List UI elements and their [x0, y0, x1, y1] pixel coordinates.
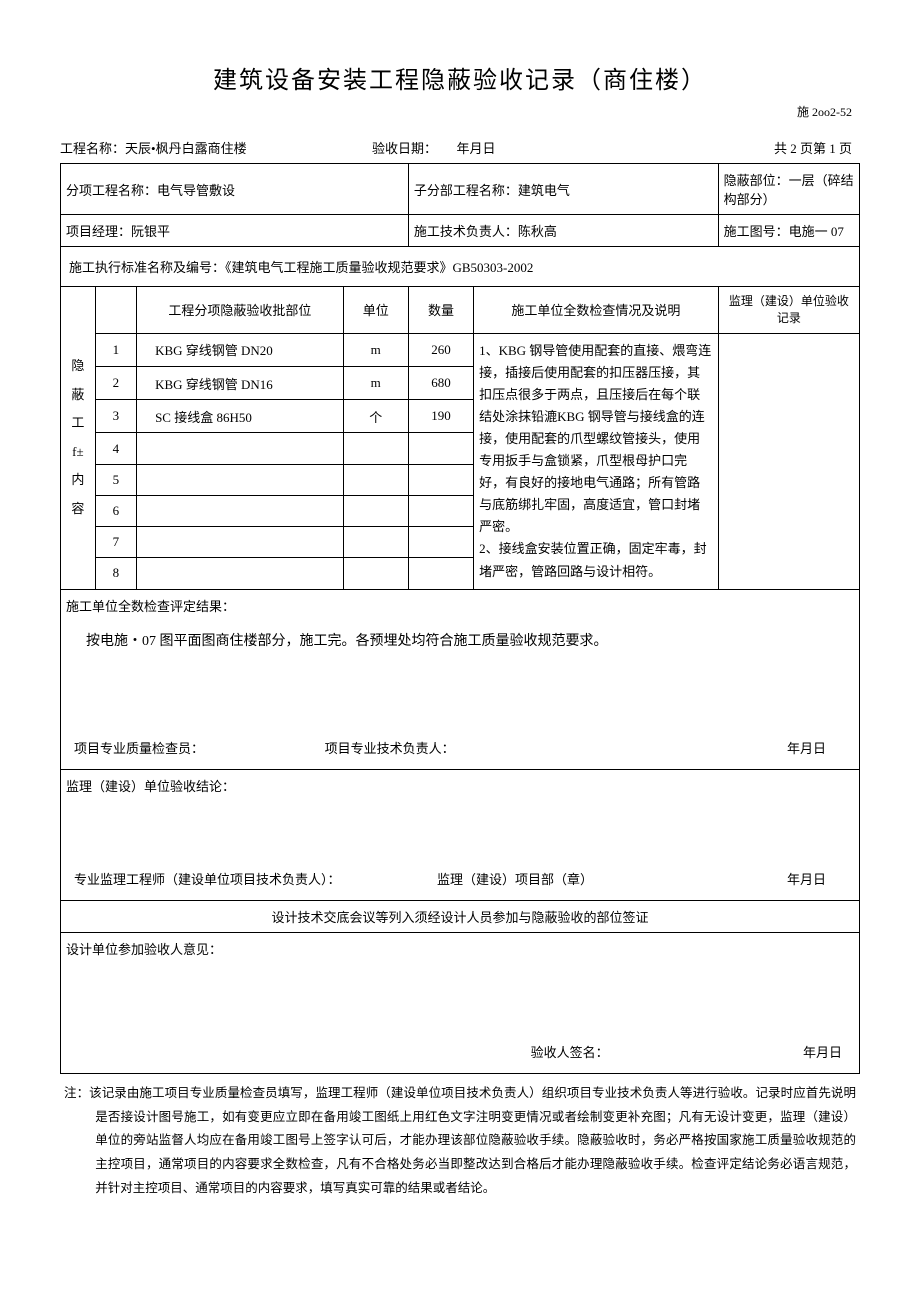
info-row-1: 分项工程名称：电气导管敷设 子分部工程名称：建筑电气 隐蔽部位：一层（碎结构部分… [61, 164, 860, 215]
col-part: 工程分项隐蔽验收批部位 [137, 287, 344, 334]
result-sig-date: 年月日 [575, 738, 846, 757]
item-no: 1 [95, 333, 136, 366]
accept-date-label: 验收日期： [372, 141, 437, 156]
item-qty [408, 495, 473, 526]
result-row: 施工单位全数检查评定结果： 按电施・07 图平面图商住楼部分，施工完。各预埋处均… [61, 589, 860, 769]
info-row-2: 项目经理：阮银平 施工技术负责人：陈秋高 施工图号：电施一 07 [61, 215, 860, 247]
design-label: 设计单位参加验收人意见： [66, 939, 854, 958]
item-name [137, 558, 344, 589]
design-sig-name: 验收人签名： [531, 1042, 739, 1061]
result-text: 按电施・07 图平面图商住楼部分，施工完。各预埋处均符合施工质量验收规范要求。 [66, 615, 854, 734]
item-name: KBG 穿线钢管 DN16 [137, 366, 344, 399]
footnotes: 注：该记录由施工项目专业质量检查员填写，监理工程师（建设单位项目技术负责人）组织… [60, 1082, 860, 1201]
item-no: 6 [95, 495, 136, 526]
pm-val: 阮银平 [131, 224, 170, 239]
design-section-title: 设计技术交底会议等列入须经设计人员参加与隐蔽验收的部位签证 [61, 900, 860, 932]
item-name: SC 接线盒 86H50 [137, 400, 344, 433]
footnotes-text: 注：该记录由施工项目专业质量检查员填写，监理工程师（建设单位项目技术负责人）组织… [64, 1082, 856, 1201]
supervise-label: 监理（建设）单位验收结论： [66, 776, 854, 795]
item-no: 3 [95, 400, 136, 433]
standard-row: 施工执行标准名称及编号：《建筑电气工程施工质量验收规范要求》GB50303-20… [61, 247, 860, 287]
item-qty [408, 464, 473, 495]
result-label: 施工单位全数检查评定结果： [66, 596, 854, 615]
item-unit: 个 [343, 400, 408, 433]
design-title-row: 设计技术交底会议等列入须经设计人员参加与隐蔽验收的部位签证 [61, 900, 860, 932]
item-qty [408, 527, 473, 558]
item-row: 1 KBG 穿线钢管 DN20 m 260 1、KBG 钢导管使用配套的直接、煨… [61, 333, 860, 366]
page-title: 建筑设备安装工程隐蔽验收记录（商住楼） [60, 60, 860, 95]
item-name: KBG 穿线钢管 DN20 [137, 333, 344, 366]
sub-division-label: 子分部工程名称： [414, 183, 518, 198]
item-no: 7 [95, 527, 136, 558]
item-unit [343, 558, 408, 589]
item-name [137, 495, 344, 526]
item-no: 2 [95, 366, 136, 399]
result-sig-inspector: 项目专业质量检查员： [74, 738, 325, 757]
item-unit [343, 464, 408, 495]
sub-division-val: 建筑电气 [518, 183, 570, 198]
pm-label: 项目经理： [66, 224, 131, 239]
accept-date: 年月日 [457, 141, 496, 156]
col-unit: 单位 [343, 287, 408, 334]
col-qty: 数量 [408, 287, 473, 334]
item-no: 8 [95, 558, 136, 589]
design-row: 设计单位参加验收人意见： 验收人签名： 年月日 [61, 932, 860, 1073]
tech-lead-val: 陈秋高 [518, 224, 557, 239]
item-name [137, 433, 344, 464]
supervise-sig-dept: 监理（建设）项目部（章） [437, 869, 696, 888]
page-info: 共 2 页第 1 页 [636, 138, 860, 157]
design-sig-date: 年月日 [738, 1042, 846, 1061]
hidden-part-label: 隐蔽部位： [724, 173, 789, 188]
side-label: 隐蔽工f±内容 [61, 287, 96, 590]
project-name: 天辰•枫丹白露商住楼 [125, 141, 247, 156]
sub-project-val: 电气导管敷设 [157, 183, 235, 198]
item-qty [408, 558, 473, 589]
item-unit [343, 433, 408, 464]
item-no: 4 [95, 433, 136, 464]
col-super: 监理（建设）单位验收记录 [718, 287, 859, 334]
form-number: 施 2oo2-52 [60, 103, 860, 120]
item-unit [343, 495, 408, 526]
item-no: 5 [95, 464, 136, 495]
sub-project-label: 分项工程名称： [66, 183, 157, 198]
item-name [137, 527, 344, 558]
item-unit: m [343, 333, 408, 366]
supervise-sig-engineer: 专业监理工程师（建设单位项目技术负责人）： [74, 869, 437, 888]
item-qty: 680 [408, 366, 473, 399]
drawing-no-label: 施工图号： [724, 224, 789, 239]
item-unit [343, 527, 408, 558]
col-check: 施工单位全数检查情况及说明 [474, 287, 719, 334]
main-table: 分项工程名称：电气导管敷设 子分部工程名称：建筑电气 隐蔽部位：一层（碎结构部分… [60, 163, 860, 1074]
header-row: 工程名称：天辰•枫丹白露商住楼 验收日期： 年月日 共 2 页第 1 页 [60, 138, 860, 157]
item-qty: 260 [408, 333, 473, 366]
item-qty: 190 [408, 400, 473, 433]
item-qty [408, 433, 473, 464]
check-description: 1、KBG 钢导管使用配套的直接、煨弯连接，插接后使用配套的扣压器压接，其扣压点… [474, 333, 719, 589]
drawing-no-val: 电施一 07 [789, 224, 844, 239]
item-unit: m [343, 366, 408, 399]
project-name-label: 工程名称： [60, 141, 125, 156]
tech-lead-label: 施工技术负责人： [414, 224, 518, 239]
standard-text: 施工执行标准名称及编号：《建筑电气工程施工质量验收规范要求》GB50303-20… [61, 247, 860, 287]
item-name [137, 464, 344, 495]
table-header-row: 隐蔽工f±内容 工程分项隐蔽验收批部位 单位 数量 施工单位全数检查情况及说明 … [61, 287, 860, 334]
super-record [718, 333, 859, 589]
supervise-row: 监理（建设）单位验收结论： 专业监理工程师（建设单位项目技术负责人）： 监理（建… [61, 769, 860, 900]
supervise-sig-date: 年月日 [696, 869, 846, 888]
result-sig-tech: 项目专业技术负责人： [325, 738, 576, 757]
